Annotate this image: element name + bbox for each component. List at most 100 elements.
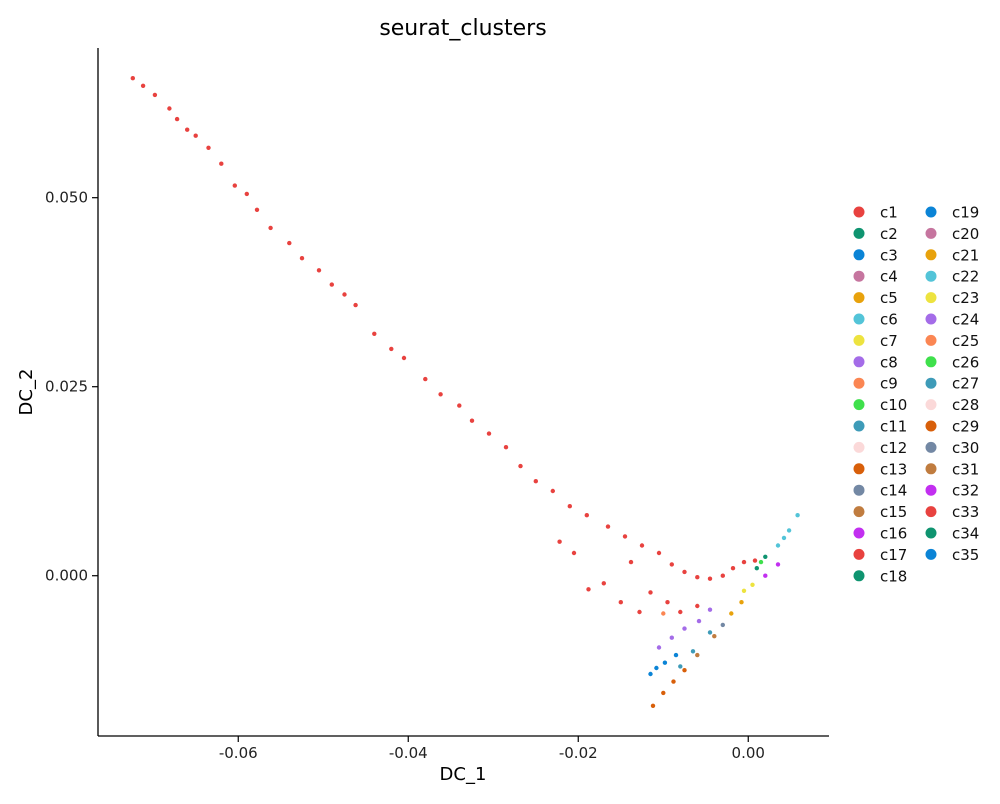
- legend-label-c23: c23: [952, 289, 979, 307]
- y-tick-label: 0.050: [45, 189, 88, 207]
- legend-label-c17: c17: [880, 546, 907, 564]
- legend-key-c14: [853, 484, 865, 496]
- legend-key-c29: [925, 420, 937, 432]
- legend-key-c10: [853, 399, 865, 411]
- data-point-c1: [618, 600, 623, 605]
- legend-label-c20: c20: [952, 225, 979, 243]
- data-point-c1: [695, 603, 700, 609]
- legend-label-c8: c8: [880, 353, 898, 371]
- legend-key-c7: [853, 334, 865, 346]
- data-point-c1: [720, 573, 725, 578]
- data-point-c1: [174, 116, 180, 122]
- legend-label-c12: c12: [880, 439, 907, 457]
- legend-label-c25: c25: [952, 332, 979, 350]
- data-point-c13: [671, 679, 676, 684]
- legend-label-c21: c21: [952, 246, 979, 264]
- data-point-c1: [232, 183, 237, 188]
- data-point-c1: [648, 590, 653, 595]
- y-axis-label: DC_2: [16, 369, 37, 416]
- x-tick-label: -0.04: [389, 744, 428, 762]
- data-point-c6: [786, 528, 792, 533]
- data-point-c1: [372, 331, 377, 336]
- y-tick-label: 0.000: [45, 567, 88, 585]
- data-point-c1: [185, 127, 190, 132]
- data-point-c1: [503, 445, 509, 450]
- data-point-c1: [586, 587, 591, 592]
- legend-key-c5: [853, 292, 865, 304]
- legend-key-c31: [925, 463, 937, 475]
- legend-label-c27: c27: [952, 375, 979, 393]
- data-point-c1: [469, 418, 475, 423]
- legend-label-c13: c13: [880, 460, 907, 478]
- data-point-c13: [650, 703, 656, 708]
- data-point-c14: [720, 622, 725, 628]
- data-point-c13: [682, 668, 687, 673]
- y-tick-label: 0.025: [45, 378, 88, 396]
- data-point-c1: [486, 431, 492, 436]
- legend-key-c33: [925, 506, 937, 518]
- data-point-c10: [758, 559, 764, 565]
- data-point-c2: [754, 566, 759, 571]
- legend-label-c32: c32: [952, 482, 979, 500]
- data-point-c1: [571, 550, 577, 556]
- data-point-c1: [682, 569, 687, 575]
- legend-key-c25: [925, 334, 937, 346]
- legend-label-c11: c11: [880, 418, 907, 436]
- legend-key-c19: [925, 206, 937, 218]
- data-point-c1: [254, 207, 260, 212]
- legend-label-c16: c16: [880, 525, 907, 543]
- data-point-c8: [696, 618, 702, 624]
- legend-key-c4: [853, 270, 865, 282]
- legend-label-c24: c24: [952, 311, 979, 329]
- legend-key-c2: [853, 227, 865, 239]
- legend-key-c9: [853, 377, 865, 389]
- legend-key-c32: [925, 484, 937, 496]
- data-point-c11: [678, 664, 683, 669]
- data-point-c1: [329, 282, 334, 287]
- data-point-c22: [781, 535, 787, 541]
- legend-key-c24: [925, 313, 937, 325]
- data-point-c1: [219, 161, 224, 166]
- data-point-c2: [763, 554, 768, 559]
- data-point-c1: [167, 106, 172, 111]
- data-point-c8: [669, 635, 674, 640]
- data-point-c1: [567, 504, 572, 509]
- data-point-c1: [678, 609, 683, 615]
- data-point-c16: [763, 573, 768, 578]
- data-point-c5: [729, 611, 734, 616]
- legend-label-c5: c5: [880, 289, 898, 307]
- data-point-c6: [775, 543, 781, 548]
- legend-key-c21: [925, 249, 937, 261]
- data-point-c1: [669, 562, 674, 567]
- data-point-c1: [438, 392, 443, 397]
- data-point-c1: [268, 225, 273, 231]
- data-point-c13: [661, 690, 666, 696]
- data-point-c8: [656, 645, 662, 650]
- legend-label-c6: c6: [880, 311, 898, 329]
- legend-key-c34: [925, 527, 937, 539]
- data-point-c5: [739, 600, 744, 605]
- data-point-c1: [130, 76, 135, 81]
- legend-key-c18: [853, 570, 865, 582]
- legend-key-c16: [853, 527, 865, 539]
- data-point-c8: [682, 626, 687, 631]
- data-point-c1: [584, 513, 589, 518]
- legend-label-c29: c29: [952, 418, 979, 436]
- data-point-c6: [795, 513, 800, 518]
- legend-label-c33: c33: [952, 503, 979, 521]
- legend-key-c13: [853, 463, 865, 475]
- y-ticks: 0.000 0.025 0.050: [45, 189, 98, 585]
- data-point-c1: [665, 600, 670, 605]
- legend-key-c3: [853, 249, 865, 261]
- data-point-c1: [423, 376, 428, 382]
- legend-key-c15: [853, 506, 865, 518]
- data-point-c1: [342, 292, 347, 297]
- data-point-c3: [648, 671, 653, 677]
- legend-label-c2: c2: [880, 225, 898, 243]
- legend-label-c3: c3: [880, 246, 898, 264]
- data-point-c9: [661, 611, 666, 616]
- data-point-c1: [601, 581, 606, 586]
- data-point-c1: [316, 268, 322, 273]
